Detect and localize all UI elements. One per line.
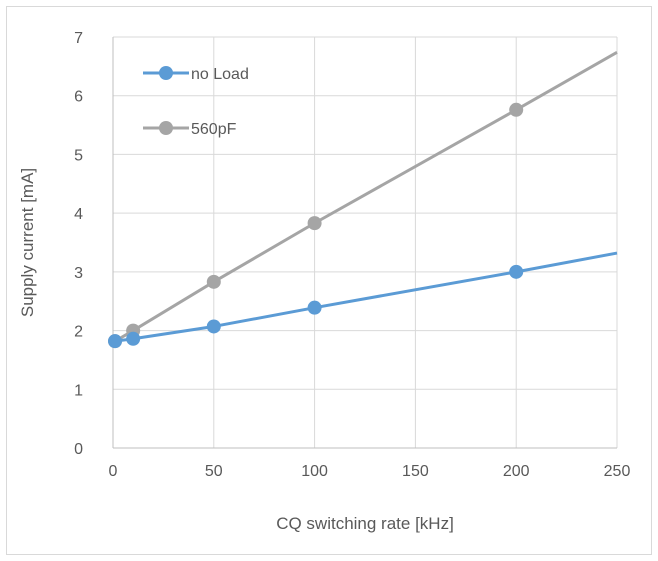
x-tick-label: 100 (301, 463, 328, 480)
x-tick-label: 150 (402, 463, 429, 480)
y-axis-title: Supply current [mA] (18, 168, 37, 317)
gridlines (113, 36, 618, 448)
legend-label: no Load (191, 66, 249, 83)
legend-swatch-marker (159, 66, 173, 80)
y-tick-label: 7 (74, 30, 83, 47)
data-point (509, 264, 524, 279)
y-tick-label: 4 (74, 206, 83, 223)
series-1 (108, 50, 618, 349)
data-point (307, 216, 322, 231)
x-tick-label: 0 (109, 463, 118, 480)
series-0 (108, 251, 618, 349)
legend-label: 560pF (191, 121, 237, 138)
y-tick-label: 1 (74, 382, 83, 399)
legend-item: 560pF (143, 121, 237, 138)
y-tick-label: 5 (74, 147, 83, 164)
legend-swatch-marker (159, 121, 173, 135)
y-tick-label: 0 (74, 441, 83, 458)
x-tick-label: 250 (604, 463, 631, 480)
y-tick-label: 6 (74, 89, 83, 106)
x-axis-title: CQ switching rate [kHz] (276, 514, 454, 533)
data-point (126, 331, 141, 346)
x-tick-label: 200 (503, 463, 530, 480)
x-tick-label: 50 (205, 463, 223, 480)
series-group (108, 50, 618, 349)
data-point (206, 319, 221, 334)
legend: no Load 560pF (143, 66, 249, 138)
data-point (108, 334, 123, 349)
legend-item: no Load (143, 66, 249, 83)
data-point (509, 102, 524, 117)
data-point (206, 274, 221, 289)
chart-area: 0 1 2 3 4 5 6 7 0 50 100 150 200 250 no Load 560pF CQ … (6, 6, 652, 555)
line-chart: 0 1 2 3 4 5 6 7 0 50 100 150 200 250 no Load 560pF CQ … (18, 30, 630, 533)
y-tick-label: 2 (74, 324, 83, 341)
axes (112, 37, 617, 449)
data-point (307, 300, 322, 315)
tick-labels: 0 1 2 3 4 5 6 7 0 50 100 150 200 250 (74, 30, 630, 480)
y-tick-label: 3 (74, 265, 83, 282)
